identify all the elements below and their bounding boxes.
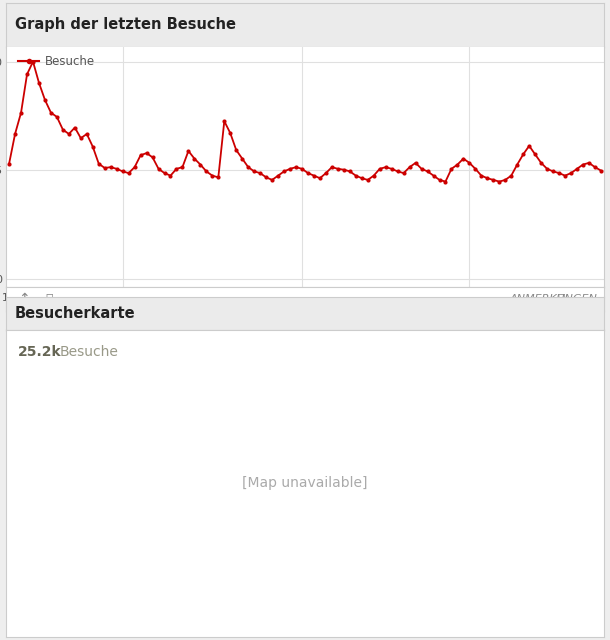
Text: ANMERKUNGEN: ANMERKUNGEN: [510, 294, 598, 304]
Text: Graph der letzten Besuche: Graph der letzten Besuche: [15, 17, 236, 33]
Text: Besucherkarte: Besucherkarte: [15, 306, 135, 321]
Text: Besuche: Besuche: [60, 346, 119, 359]
Text: 25.2k: 25.2k: [18, 346, 62, 359]
Text: ↥: ↥: [18, 292, 30, 307]
Text: ⎙: ⎙: [558, 292, 565, 306]
Text: [Map unavailable]: [Map unavailable]: [242, 476, 368, 490]
Text: ⎙: ⎙: [45, 292, 52, 306]
Legend: Besuche: Besuche: [18, 55, 95, 68]
